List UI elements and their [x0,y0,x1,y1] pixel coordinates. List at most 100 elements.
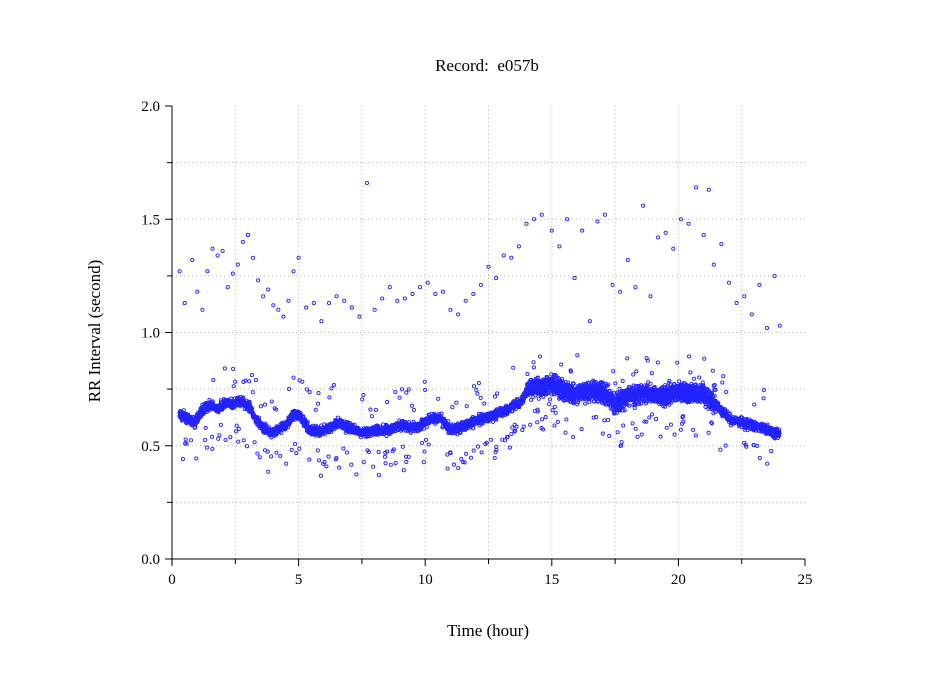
data-point [633,426,638,431]
data-point [426,442,431,447]
data-point [278,453,283,459]
data-point [421,460,426,465]
data-point [371,464,376,469]
data-point [634,369,639,374]
data-point [244,444,250,449]
data-point-outlier [402,296,407,301]
y-tick-label: 0.5 [141,439,160,455]
data-point [630,421,635,426]
data-point-outlier [456,312,461,317]
data-point [210,434,215,439]
data-point-outlier [618,289,623,294]
data-point [531,365,536,370]
data-point [304,387,309,392]
x-tick-label: 20 [671,572,686,588]
data-point [575,353,580,358]
data-point-outlier [719,242,724,247]
data-point [337,465,342,470]
data-point [388,462,393,467]
data-point [344,450,350,455]
data-point [269,454,274,459]
data-point [231,384,236,389]
data-point [294,451,299,456]
data-point [291,375,296,380]
data-point [664,425,669,430]
data-point [236,439,241,444]
data-point [513,428,518,433]
data-point-outlier [256,278,261,283]
data-point [231,366,236,371]
data-point-outlier [602,212,608,217]
data-point [361,392,366,398]
data-point [710,368,715,373]
data-point-outlier [686,221,691,226]
data-point [536,396,541,401]
data-point [456,465,461,471]
data-point [184,441,189,446]
data-point-outlier [276,307,281,312]
data-point-outlier [648,294,653,299]
data-point [647,415,652,420]
data-point [256,415,261,420]
data-point [397,395,402,400]
data-point [563,430,568,435]
data-point-outlier [261,294,266,299]
data-point [317,458,322,463]
y-axis-label: RR Interval (second) [85,260,104,403]
data-point-outlier [319,319,324,324]
x-axis-label: Time (hour) [447,621,529,640]
data-point-outlier [387,285,392,290]
data-point [403,454,409,459]
data-point [688,370,693,375]
data-point-outlier [410,291,415,297]
data-point [300,379,305,384]
data-point-outlier [372,307,377,312]
data-point [658,434,663,439]
data-point-outlier [380,296,385,301]
data-point [479,450,484,455]
data-point [761,388,766,393]
data-point [677,379,682,384]
data-point-outlier [587,319,592,324]
data-point-outlier [711,262,716,267]
data-point [672,432,677,437]
data-point-outlier [235,262,240,267]
y-tick-label: 1.0 [141,326,160,342]
data-point [422,449,427,454]
data-point [693,433,698,438]
data-point [507,445,512,450]
data-point [252,440,257,445]
data-point-outlier [440,289,445,294]
data-point [724,389,729,395]
data-point [439,411,444,416]
data-point [493,450,498,455]
data-point [650,412,655,417]
data-point-outlier [734,301,739,306]
data-point [354,472,359,477]
data-point [451,462,457,467]
data-point [253,378,258,383]
tick-labels: 0 5 10 15 20 250.00.51.01.52.0 [141,99,812,588]
data-point [399,387,405,392]
data-point-outlier [245,233,251,238]
data-point [368,407,373,412]
data-point-outlier [225,285,230,290]
data-point [492,394,498,399]
data-point [625,356,630,361]
x-tick-label: 25 [798,572,813,588]
data-point [509,431,514,437]
data-point-outlier [671,246,676,251]
data-point-outlier [177,269,182,274]
data-point [361,460,366,465]
x-tick-label: 15 [544,572,559,588]
data-point [615,430,620,435]
data-point-outlier [364,180,370,186]
data-point [621,423,626,428]
data-point-outlier [471,291,476,297]
data-point [445,452,450,457]
data-point [478,395,483,400]
data-point-outlier [633,285,638,290]
data-point [284,461,289,466]
data-point [454,400,459,405]
